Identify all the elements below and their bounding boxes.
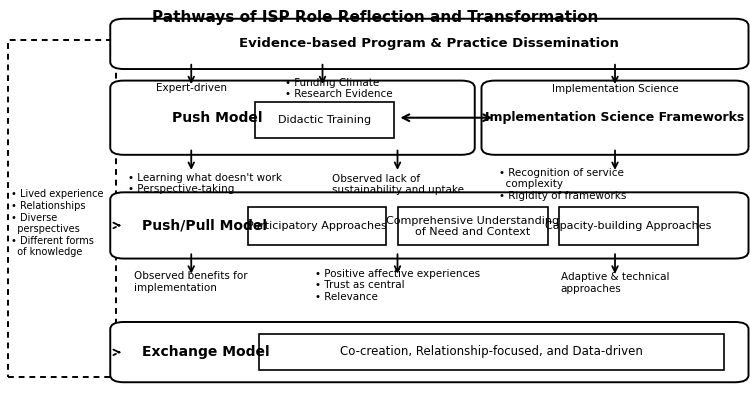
Text: • Funding Climate
• Research Evidence: • Funding Climate • Research Evidence [285,78,393,99]
Text: • Lived experience
• Relationships
• Diverse
  perspectives
• Different forms
  : • Lived experience • Relationships • Div… [11,190,104,257]
FancyBboxPatch shape [110,19,748,69]
Bar [559,207,698,245]
Bar [248,207,386,245]
Text: Exchange Model: Exchange Model [142,345,270,359]
Text: Implementation Science Frameworks: Implementation Science Frameworks [485,111,745,124]
Text: Expert-driven: Expert-driven [156,83,226,93]
Text: Evidence-based Program & Practice Dissemination: Evidence-based Program & Practice Dissem… [239,38,620,50]
Bar [8,40,116,377]
Text: Push Model: Push Model [172,111,263,125]
Text: Participatory Approaches: Participatory Approaches [247,221,387,231]
Text: Co-creation, Relationship-focused, and Data-driven: Co-creation, Relationship-focused, and D… [340,346,643,358]
Bar [259,334,724,370]
FancyBboxPatch shape [110,192,748,259]
Text: • Recognition of service
  complexity
• Rigidity of frameworks: • Recognition of service complexity • Ri… [499,168,626,201]
Text: Pathways of ISP Role Reflection and Transformation: Pathways of ISP Role Reflection and Tran… [152,10,598,25]
Text: • Learning what doesn't work
• Perspective-taking: • Learning what doesn't work • Perspecti… [128,173,281,194]
Bar [398,207,548,245]
Text: Observed lack of
sustainability and uptake: Observed lack of sustainability and upta… [332,174,464,195]
Text: • Positive affective experiences
• Trust as central
• Relevance: • Positive affective experiences • Trust… [315,269,480,302]
Bar [255,102,394,138]
FancyBboxPatch shape [110,81,475,155]
Text: Capacity-building Approaches: Capacity-building Approaches [545,221,711,231]
FancyBboxPatch shape [482,81,748,155]
Text: Push/Pull Model: Push/Pull Model [142,218,268,233]
FancyBboxPatch shape [110,322,748,382]
Text: Implementation Science: Implementation Science [552,83,678,94]
Text: Adaptive & technical
approaches: Adaptive & technical approaches [561,273,669,294]
Text: Observed benefits for
implementation: Observed benefits for implementation [134,271,248,293]
Text: Comprehensive Understanding
of Need and Context: Comprehensive Understanding of Need and … [386,215,559,237]
Text: Didactic Training: Didactic Training [278,115,371,125]
